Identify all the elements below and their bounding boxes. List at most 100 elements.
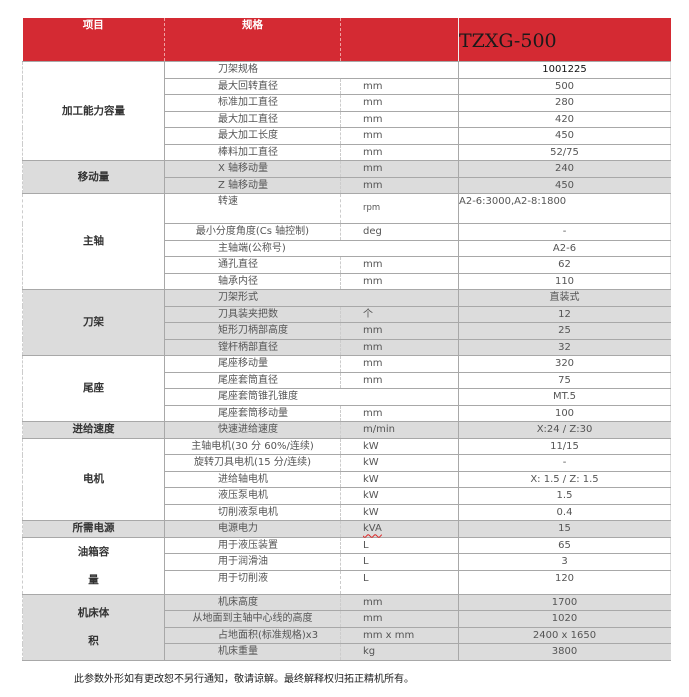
spec-value: X: 1.5 / Z: 1.5 xyxy=(458,471,671,488)
spec-unit: kW xyxy=(340,487,459,505)
spec-value: - xyxy=(458,454,671,472)
spec-value: 1700 xyxy=(458,594,671,611)
spec-unit: mm xyxy=(340,594,459,611)
spec-row: 所需电源 电源电力 kVA 15 xyxy=(22,520,671,538)
category-cell: 主轴 xyxy=(22,193,165,290)
spec-row: Z 轴移动量 mm 450 xyxy=(23,177,671,194)
category-cell: 移动量 xyxy=(22,160,165,194)
spec-value: 1.5 xyxy=(458,487,671,505)
spec-name: 尾座套筒锥孔锥度 xyxy=(164,388,459,406)
spec-row: 镗杆柄部直径 mm 32 xyxy=(23,339,671,356)
unit-text: mm xyxy=(363,146,383,158)
unit-text: mm xyxy=(363,163,383,175)
spec-row: 尾座套筒锥孔锥度 MT.5 xyxy=(23,388,671,406)
spec-name: 机床高度 xyxy=(164,594,341,611)
spec-name: 主轴端(公称号) xyxy=(164,240,459,257)
spec-unit: kW xyxy=(340,471,459,488)
spec-name: 液压泵电机 xyxy=(164,487,341,505)
spec-name: 刀架规格 xyxy=(164,61,459,79)
spec-value: 11/15 xyxy=(458,438,671,455)
spec-row: 尾座 尾座移动量 mm 320 xyxy=(22,355,671,422)
spec-name: 最大加工直径 xyxy=(164,111,341,128)
unit-text: kVA xyxy=(363,523,382,535)
spec-name: 用于切削液 xyxy=(164,570,341,595)
category-cell: 机床体积 xyxy=(22,594,165,661)
spec-value: 75 xyxy=(458,372,671,389)
spec-row: 从地面到主轴中心线的高度 mm 1020 xyxy=(23,610,671,628)
spec-unit: L xyxy=(340,553,459,571)
spec-name: 刀具装夹把数 xyxy=(164,306,341,323)
spec-name: 电源电力 xyxy=(164,520,341,538)
unit-text: L xyxy=(363,556,369,568)
spec-row: 最大加工直径 mm 420 xyxy=(23,111,671,128)
spec-value: A2-6:3000,A2-8:1800 xyxy=(458,193,671,224)
spec-unit: mm xyxy=(340,405,459,422)
category-cell: 所需电源 xyxy=(22,520,165,538)
spec-unit: mm xyxy=(340,322,459,340)
spec-value: 320 xyxy=(458,355,671,373)
category-cell: 尾座 xyxy=(22,355,165,422)
header-row: 项目 规格 TZXG-500 xyxy=(22,18,671,62)
spec-unit: mm x mm xyxy=(340,627,459,644)
spec-value: 25 xyxy=(458,322,671,340)
unit-text: 个 xyxy=(363,308,373,320)
unit-text: mm xyxy=(363,596,383,608)
unit-text: mm xyxy=(363,325,383,337)
spec-row: 刀架 刀架形式 直装式 xyxy=(22,289,671,356)
spec-unit: mm xyxy=(340,610,459,628)
spec-name: 尾座套筒直径 xyxy=(164,372,341,389)
spec-value: 280 xyxy=(458,94,671,112)
category-cell: 加工能力容量 xyxy=(22,61,165,161)
spec-value: 450 xyxy=(458,127,671,145)
unit-text: kW xyxy=(363,440,379,452)
category-label: 移动量 xyxy=(77,170,110,183)
spec-value: MT.5 xyxy=(458,388,671,406)
spec-row: 尾座套筒直径 mm 75 xyxy=(23,372,671,389)
spec-unit: mm xyxy=(340,256,459,274)
spec-unit: mm xyxy=(340,94,459,112)
spec-row: 用于切削液 L 120 xyxy=(23,570,671,595)
unit-text: kW xyxy=(363,490,379,502)
spec-row: 棒料加工直径 mm 52/75 xyxy=(23,144,671,161)
unit-text: mm xyxy=(363,259,383,271)
spec-name: 尾座套筒移动量 xyxy=(164,405,341,422)
spec-name: X 轴移动量 xyxy=(164,160,341,178)
header-item: 项目 xyxy=(22,18,165,62)
spec-row: 电机 主轴电机(30 分 60%/连续) kW 11/15 xyxy=(22,438,671,521)
spec-row: 矩形刀柄部高度 mm 25 xyxy=(23,322,671,340)
spec-unit: L xyxy=(340,570,459,595)
category-label: 主轴 xyxy=(83,235,104,247)
spec-name: 最大回转直径 xyxy=(164,78,341,95)
spec-row: 通孔直径 mm 62 xyxy=(23,256,671,274)
spec-name: 通孔直径 xyxy=(164,256,341,274)
spec-row: 最大加工长度 mm 450 xyxy=(23,127,671,145)
spec-unit: mm xyxy=(340,339,459,356)
unit-text: L xyxy=(363,539,369,551)
unit-text: L xyxy=(363,572,369,584)
unit-text: rpm xyxy=(363,203,381,213)
spec-name: 尾座移动量 xyxy=(164,355,341,373)
category-cell: 刀架 xyxy=(22,289,165,356)
spec-row: 标准加工直径 mm 280 xyxy=(23,94,671,112)
spec-value: 420 xyxy=(458,111,671,128)
spec-row: 液压泵电机 kW 1.5 xyxy=(23,487,671,505)
spec-value: - xyxy=(458,223,671,241)
spec-name: 最大加工长度 xyxy=(164,127,341,145)
category-cell: 油箱容量 xyxy=(22,537,165,595)
spec-unit: kg xyxy=(340,643,459,661)
spec-unit: kW xyxy=(340,438,459,455)
spec-row: 机床体积 机床高度 mm 1700 xyxy=(22,594,671,661)
spec-name: 旋转刀具电机(15 分/连续) xyxy=(164,454,341,472)
spec-row: 移动量 X 轴移动量 mm 240 xyxy=(22,160,671,194)
spec-value: 12 xyxy=(458,306,671,323)
spec-unit: deg xyxy=(340,223,459,241)
spec-value: 52/75 xyxy=(458,144,671,161)
spec-unit: mm xyxy=(340,111,459,128)
spec-row: 加工能力容量 刀架规格 1001225 xyxy=(22,61,671,161)
spec-row: 切削液泵电机 kW 0.4 xyxy=(23,504,671,521)
spec-unit: mm xyxy=(340,372,459,389)
spec-value: 500 xyxy=(458,78,671,95)
spec-name: 主轴电机(30 分 60%/连续) xyxy=(164,438,341,455)
spec-unit: kW xyxy=(340,454,459,472)
spec-row: 占地面积(标准规格)x3 mm x mm 2400 x 1650 xyxy=(23,627,671,644)
